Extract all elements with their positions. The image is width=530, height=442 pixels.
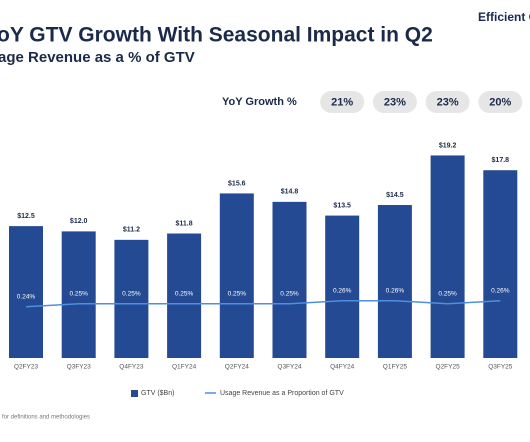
title: oY GTV Growth With Seasonal Impact in Q2 (0, 24, 433, 47)
line-value-label: 0.26% (386, 287, 405, 294)
bar (9, 226, 43, 358)
line-value-label: 0.25% (438, 290, 457, 297)
bar (114, 239, 149, 358)
yoy-value: 23% (384, 96, 406, 108)
x-tick-label: Q2FY25 (435, 364, 460, 371)
bar (167, 233, 202, 358)
line-value-label: 0.25% (122, 290, 141, 297)
x-tick-label: Q4FY24 (330, 364, 355, 371)
bar-value-label: $19.2 (439, 142, 457, 149)
x-tick-label: Q4FY23 (119, 364, 144, 371)
yoy-value: 23% (437, 96, 459, 108)
bar-value-label: $17.8 (492, 157, 510, 164)
line (25, 299, 501, 308)
yoy-label: YoY Growth % (222, 96, 297, 108)
brand: Efficient C (478, 10, 530, 24)
bar-value-label: $14.8 (281, 189, 299, 196)
x-tick-label: Q3FY23 (67, 364, 92, 371)
line-value-label: 0.25% (175, 290, 194, 297)
legend-label: GTV ($Bn) (141, 390, 174, 397)
bar (483, 170, 518, 358)
bar-value-label: $12.5 (17, 213, 35, 220)
bar-value-label: $15.6 (228, 180, 246, 187)
x-tick-label: Q3FY25 (488, 364, 513, 371)
x-tick-label: Q3FY24 (277, 364, 302, 371)
x-tick-label: Q2FY24 (225, 364, 250, 371)
bar (377, 205, 412, 358)
x-tick-label: Q1FY25 (383, 364, 408, 371)
yoy-pill (425, 91, 470, 113)
yoy-pill (320, 91, 365, 113)
bar-value-label: $13.5 (333, 202, 351, 209)
line-value-label: 0.24% (17, 293, 36, 300)
bar-value-label: $11.8 (176, 220, 193, 227)
bar (430, 155, 465, 358)
legend-label: Usage Revenue as a Proportion of GTV (220, 390, 344, 397)
line-value-label: 0.25% (69, 290, 88, 297)
subtitle: age Revenue as a % of GTV (0, 49, 195, 66)
x-tick-label: Q1FY24 (172, 364, 197, 371)
bar-value-label: $12.0 (70, 218, 88, 225)
x-tick-label: Q2FY23 (14, 364, 39, 371)
yoy-value: 20% (489, 96, 511, 108)
bar-value-label: $14.5 (386, 192, 404, 199)
line-value-label: 0.26% (491, 287, 510, 294)
bar (61, 231, 96, 358)
bar (219, 193, 254, 358)
line-value-label: 0.26% (333, 287, 352, 294)
footnote: for definitions and methodologies (2, 415, 90, 421)
bar (272, 201, 307, 358)
yoy-pill (478, 91, 523, 113)
line-value-label: 0.25% (280, 290, 299, 297)
bar-value-label: $11.2 (123, 227, 140, 234)
yoy-value: 21% (331, 96, 353, 108)
yoy-pill (372, 91, 417, 113)
bar (325, 215, 360, 358)
line-value-label: 0.25% (228, 290, 247, 297)
legend-swatch (131, 390, 138, 397)
